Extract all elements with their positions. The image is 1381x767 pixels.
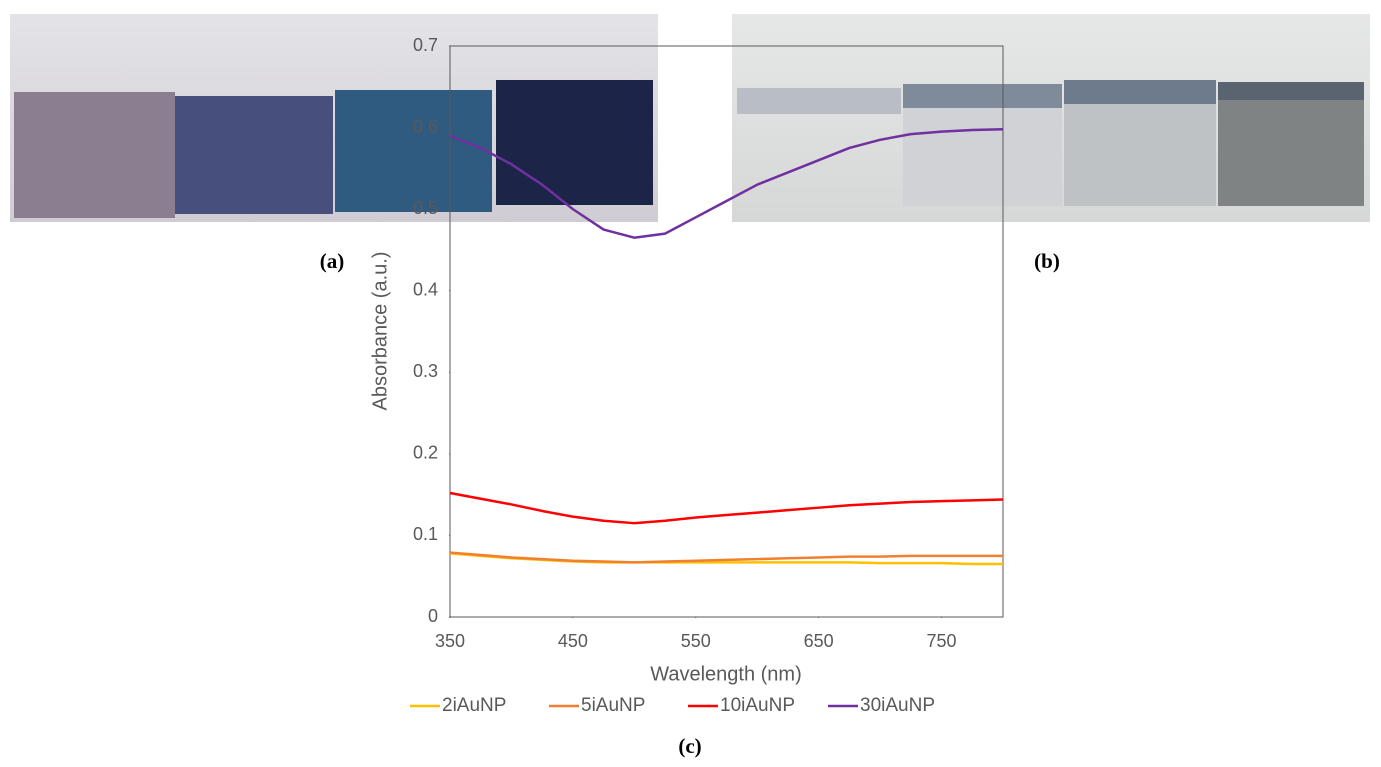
- series-line: [449, 551, 1003, 564]
- y-tick-label: 0.6: [413, 116, 438, 136]
- x-tick-label: 450: [558, 631, 588, 651]
- panel-label: (c): [678, 734, 701, 758]
- y-tick-label: 0: [428, 606, 438, 626]
- plot-frame: [449, 45, 1004, 618]
- y-tick-label: 0.3: [413, 361, 438, 381]
- y-axis-title: Absorbance (a.u.): [369, 252, 391, 411]
- x-tick-label: 550: [681, 631, 711, 651]
- y-tick-label: 0.7: [413, 35, 438, 55]
- panel-label: (a): [320, 249, 345, 273]
- x-tick-label: 350: [435, 631, 465, 651]
- y-tick-label: 0.2: [413, 443, 438, 463]
- photo-b: [732, 14, 1370, 222]
- x-tick-label: 750: [927, 631, 957, 651]
- y-tick-label: 0.1: [413, 524, 438, 544]
- legend-label: 5iAuNP: [581, 695, 645, 716]
- panel-label: (b): [1034, 249, 1060, 273]
- y-tick-label: 0.4: [413, 279, 438, 299]
- legend-label: 2iAuNP: [442, 695, 506, 716]
- legend-label: 10iAuNP: [720, 695, 795, 716]
- y-tick-label: 0.5: [413, 198, 438, 218]
- legend-label: 30iAuNP: [860, 695, 935, 716]
- x-axis-title: Wavelength (nm): [650, 663, 802, 685]
- series-line: [449, 491, 1004, 525]
- x-tick-label: 650: [804, 631, 834, 651]
- series-line: [449, 127, 1004, 239]
- photo-a: [10, 14, 658, 222]
